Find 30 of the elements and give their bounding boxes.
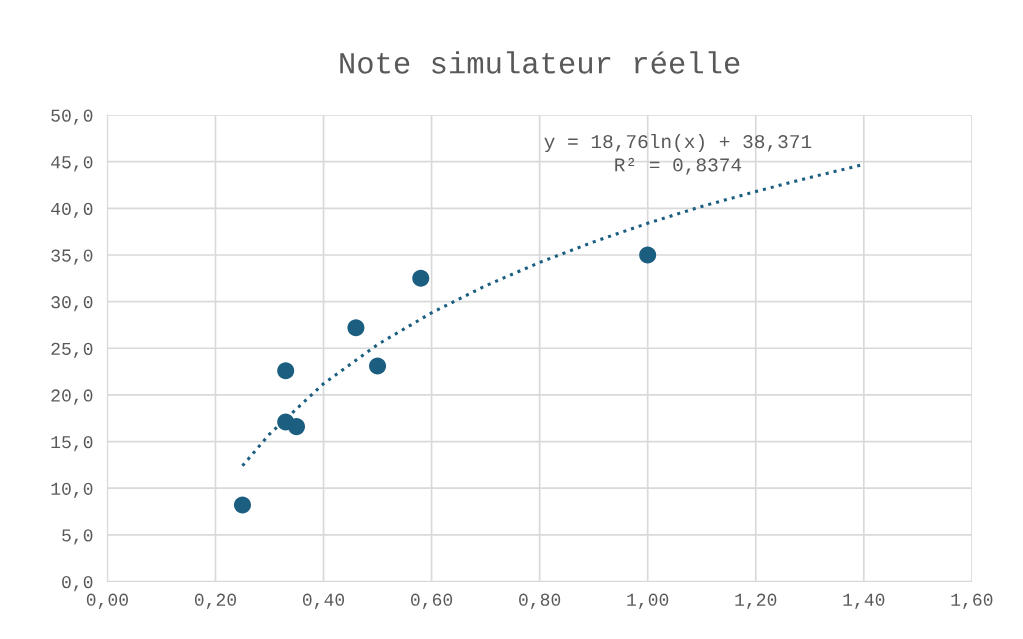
y-tick-label: 25,0 — [51, 342, 93, 358]
y-tick-label: 45,0 — [51, 156, 93, 172]
point — [288, 418, 306, 436]
y-tick-label: 15,0 — [51, 436, 93, 452]
x-tick-label: 0,60 — [411, 593, 453, 609]
point — [412, 269, 430, 287]
point — [233, 496, 251, 514]
point — [347, 319, 365, 337]
x-tick-label: 0,40 — [302, 593, 345, 609]
annotation: y = 18,76ln(x) + 38,371 — [544, 133, 812, 153]
y-tick-label: 20,0 — [51, 389, 93, 405]
y-tick-label: 30,0 — [51, 296, 93, 312]
x-tick-label: 0,00 — [86, 593, 128, 609]
y-tick-label: 10,0 — [51, 482, 93, 498]
y-tick-label: 35,0 — [51, 249, 93, 265]
y-tick-label: 40,0 — [51, 202, 93, 219]
x-tick-label: 1,20 — [735, 593, 777, 609]
x-tick-label: 1,00 — [627, 593, 669, 609]
x-tick-label: 1,40 — [843, 593, 885, 609]
y-tick-label: 50,0 — [51, 109, 93, 125]
y-tick-label: 5,0 — [62, 529, 93, 545]
x-tick-label: 0,80 — [519, 593, 561, 609]
point — [277, 362, 295, 380]
x-tick-label: 1,60 — [951, 593, 993, 609]
x-tick-label: 0,20 — [194, 593, 237, 609]
annotation: R² = 0,8374 — [615, 157, 742, 175]
point — [639, 246, 657, 264]
point — [369, 357, 387, 375]
y-tick-label: 0,0 — [62, 575, 93, 592]
chart-title: Note simulateur réelle — [340, 51, 740, 74]
